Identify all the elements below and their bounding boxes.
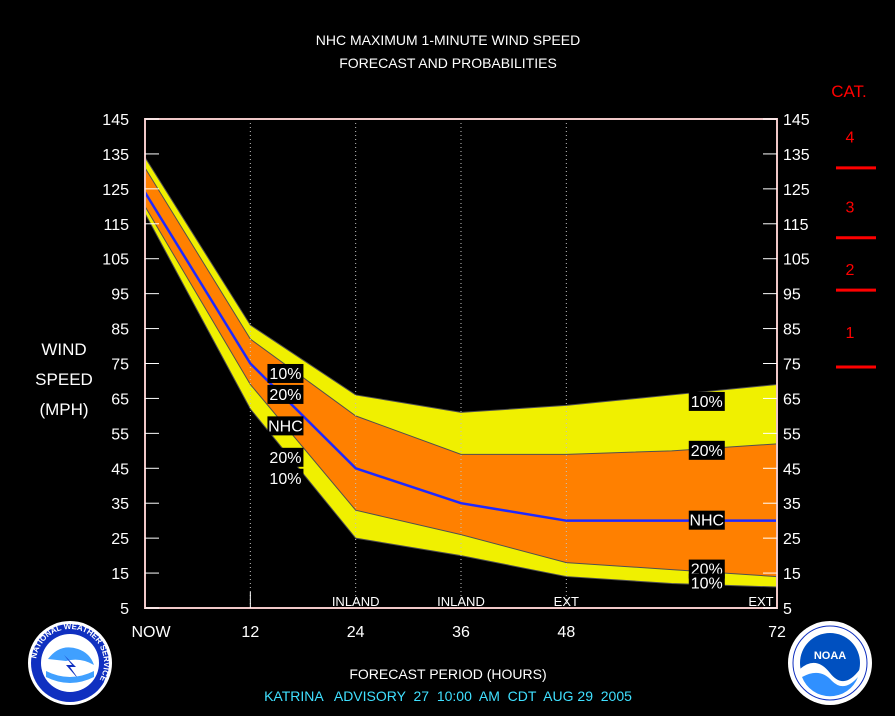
category-scale: CAT. 4 3 2 1 <box>831 82 876 369</box>
y-tick-label-left: 65 <box>111 391 129 408</box>
y-tick-label-right: 125 <box>783 182 810 199</box>
band-label-box <box>267 468 304 488</box>
band-label-box <box>267 363 304 383</box>
y-tick-label-left: 25 <box>111 531 129 548</box>
y-tick-label-left: 115 <box>103 217 129 234</box>
noaa-logo-label: NOAA <box>814 650 846 662</box>
y-tick-label-right: 5 <box>783 601 792 618</box>
band-label: 20% <box>688 440 725 460</box>
band-label: 20% <box>267 447 304 467</box>
band-label: NHC <box>688 510 725 530</box>
band-label: 10% <box>267 363 304 383</box>
band-label-text: 10% <box>269 471 301 488</box>
y-tick-label-right: 105 <box>783 252 810 269</box>
band-label-text: 10% <box>691 394 723 411</box>
y-tick-label-left: 5 <box>120 601 129 618</box>
advisory-footer: KATRINA ADVISORY 27 10:00 AM CDT AUG 29 … <box>264 688 632 704</box>
y-tick-label-left: 55 <box>111 426 129 443</box>
band-label-text: 20% <box>269 387 301 404</box>
x-axis-label: FORECAST PERIOD (HOURS) <box>349 666 546 682</box>
band-label-text: NHC <box>268 418 303 435</box>
band-label-box <box>688 440 725 460</box>
noaa-logo: NOAA <box>788 621 872 705</box>
band-label: 20% <box>267 384 304 404</box>
y-tick-label-left: 35 <box>111 496 129 513</box>
y-axis-label-line-3: (MPH) <box>39 400 88 419</box>
y-tick-label-left: 45 <box>111 461 129 478</box>
nws-logo: NATIONAL WEATHER SERVICE <box>28 621 112 705</box>
y-axis-label: WIND SPEED (MPH) <box>35 340 93 419</box>
period-label: EXT <box>748 594 773 609</box>
category-label: 2 <box>846 262 855 279</box>
band-label-box <box>267 384 304 404</box>
band-label: 10% <box>688 391 725 411</box>
y-tick-label-left: 75 <box>111 357 129 374</box>
category-label: 1 <box>846 325 855 342</box>
x-tick-label: NOW <box>131 624 171 641</box>
y-tick-label-left: 85 <box>111 322 129 339</box>
x-tick-label: 72 <box>768 624 786 641</box>
band-label-text: 20% <box>269 450 301 467</box>
probability-bands <box>144 157 778 588</box>
y-tick-label-right: 75 <box>783 357 801 374</box>
band-label-box <box>688 510 725 530</box>
band-20-percent <box>145 167 777 577</box>
x-tick-label: 48 <box>557 624 575 641</box>
band-label-text: 20% <box>691 443 723 460</box>
y-tick-label-right: 35 <box>783 496 801 513</box>
nhc-forecast-line <box>143 191 777 522</box>
band-edge-upper-10-percent <box>144 157 778 413</box>
right-y-axis: 5 15 25 35 45 55 65 75 85 95 105 115 125 135 145 <box>763 112 810 618</box>
chart-subtitle: FORECAST AND PROBABILITIES <box>339 55 557 71</box>
left-y-axis: 5 15 25 35 45 55 65 75 85 95 105 115 125 135 145 <box>102 112 159 618</box>
band-label-text: NHC <box>689 513 724 530</box>
y-tick-label-right: 65 <box>783 391 801 408</box>
y-tick-label-left: 95 <box>111 287 129 304</box>
y-tick-label-right: 85 <box>783 322 801 339</box>
category-label: 4 <box>846 129 855 146</box>
nhc-forecast-line-group <box>143 191 777 522</box>
period-label: INLAND <box>332 594 380 609</box>
band-label-box <box>688 391 725 411</box>
x-tick-label: 12 <box>241 624 259 641</box>
y-tick-label-right: 145 <box>783 112 810 129</box>
chart-title: NHC MAXIMUM 1-MINUTE WIND SPEED <box>316 32 580 48</box>
band-label: 10% <box>267 468 304 488</box>
y-tick-label-right: 15 <box>783 566 801 583</box>
category-label: 3 <box>846 199 855 216</box>
x-tick-label: 36 <box>452 624 470 641</box>
y-tick-label-right: 95 <box>783 287 801 304</box>
band-label-text: 10% <box>691 576 723 593</box>
y-tick-label-left: 135 <box>102 147 129 164</box>
y-tick-label-right: 115 <box>783 217 809 234</box>
band-label: NHC <box>267 416 304 436</box>
period-label: INLAND <box>437 594 485 609</box>
y-tick-label-right: 55 <box>783 426 801 443</box>
y-tick-label-right: 135 <box>783 147 810 164</box>
period-label: EXT <box>554 594 579 609</box>
y-tick-label-right: 25 <box>783 531 801 548</box>
period-labels: INLAND INLAND EXT EXT <box>332 594 774 609</box>
y-tick-label-left: 105 <box>102 252 129 269</box>
y-tick-label-right: 45 <box>783 461 801 478</box>
y-tick-label-left: 145 <box>102 112 129 129</box>
x-tick-label: 24 <box>347 624 365 641</box>
x-axis: NOW 12 24 36 48 72 <box>131 592 786 641</box>
y-axis-label-line-1: WIND <box>41 340 86 359</box>
band-label-box <box>688 573 725 593</box>
y-axis-label-line-2: SPEED <box>35 370 93 389</box>
band-label: 10% <box>688 573 725 593</box>
band-label-text: 10% <box>269 366 301 383</box>
y-tick-label-left: 125 <box>102 182 129 199</box>
y-tick-label-left: 15 <box>111 566 129 583</box>
band-label-box <box>267 447 304 467</box>
category-scale-title: CAT. <box>831 82 867 101</box>
band-label-box <box>267 416 304 436</box>
band-edge-lower-20-percent <box>144 206 778 578</box>
